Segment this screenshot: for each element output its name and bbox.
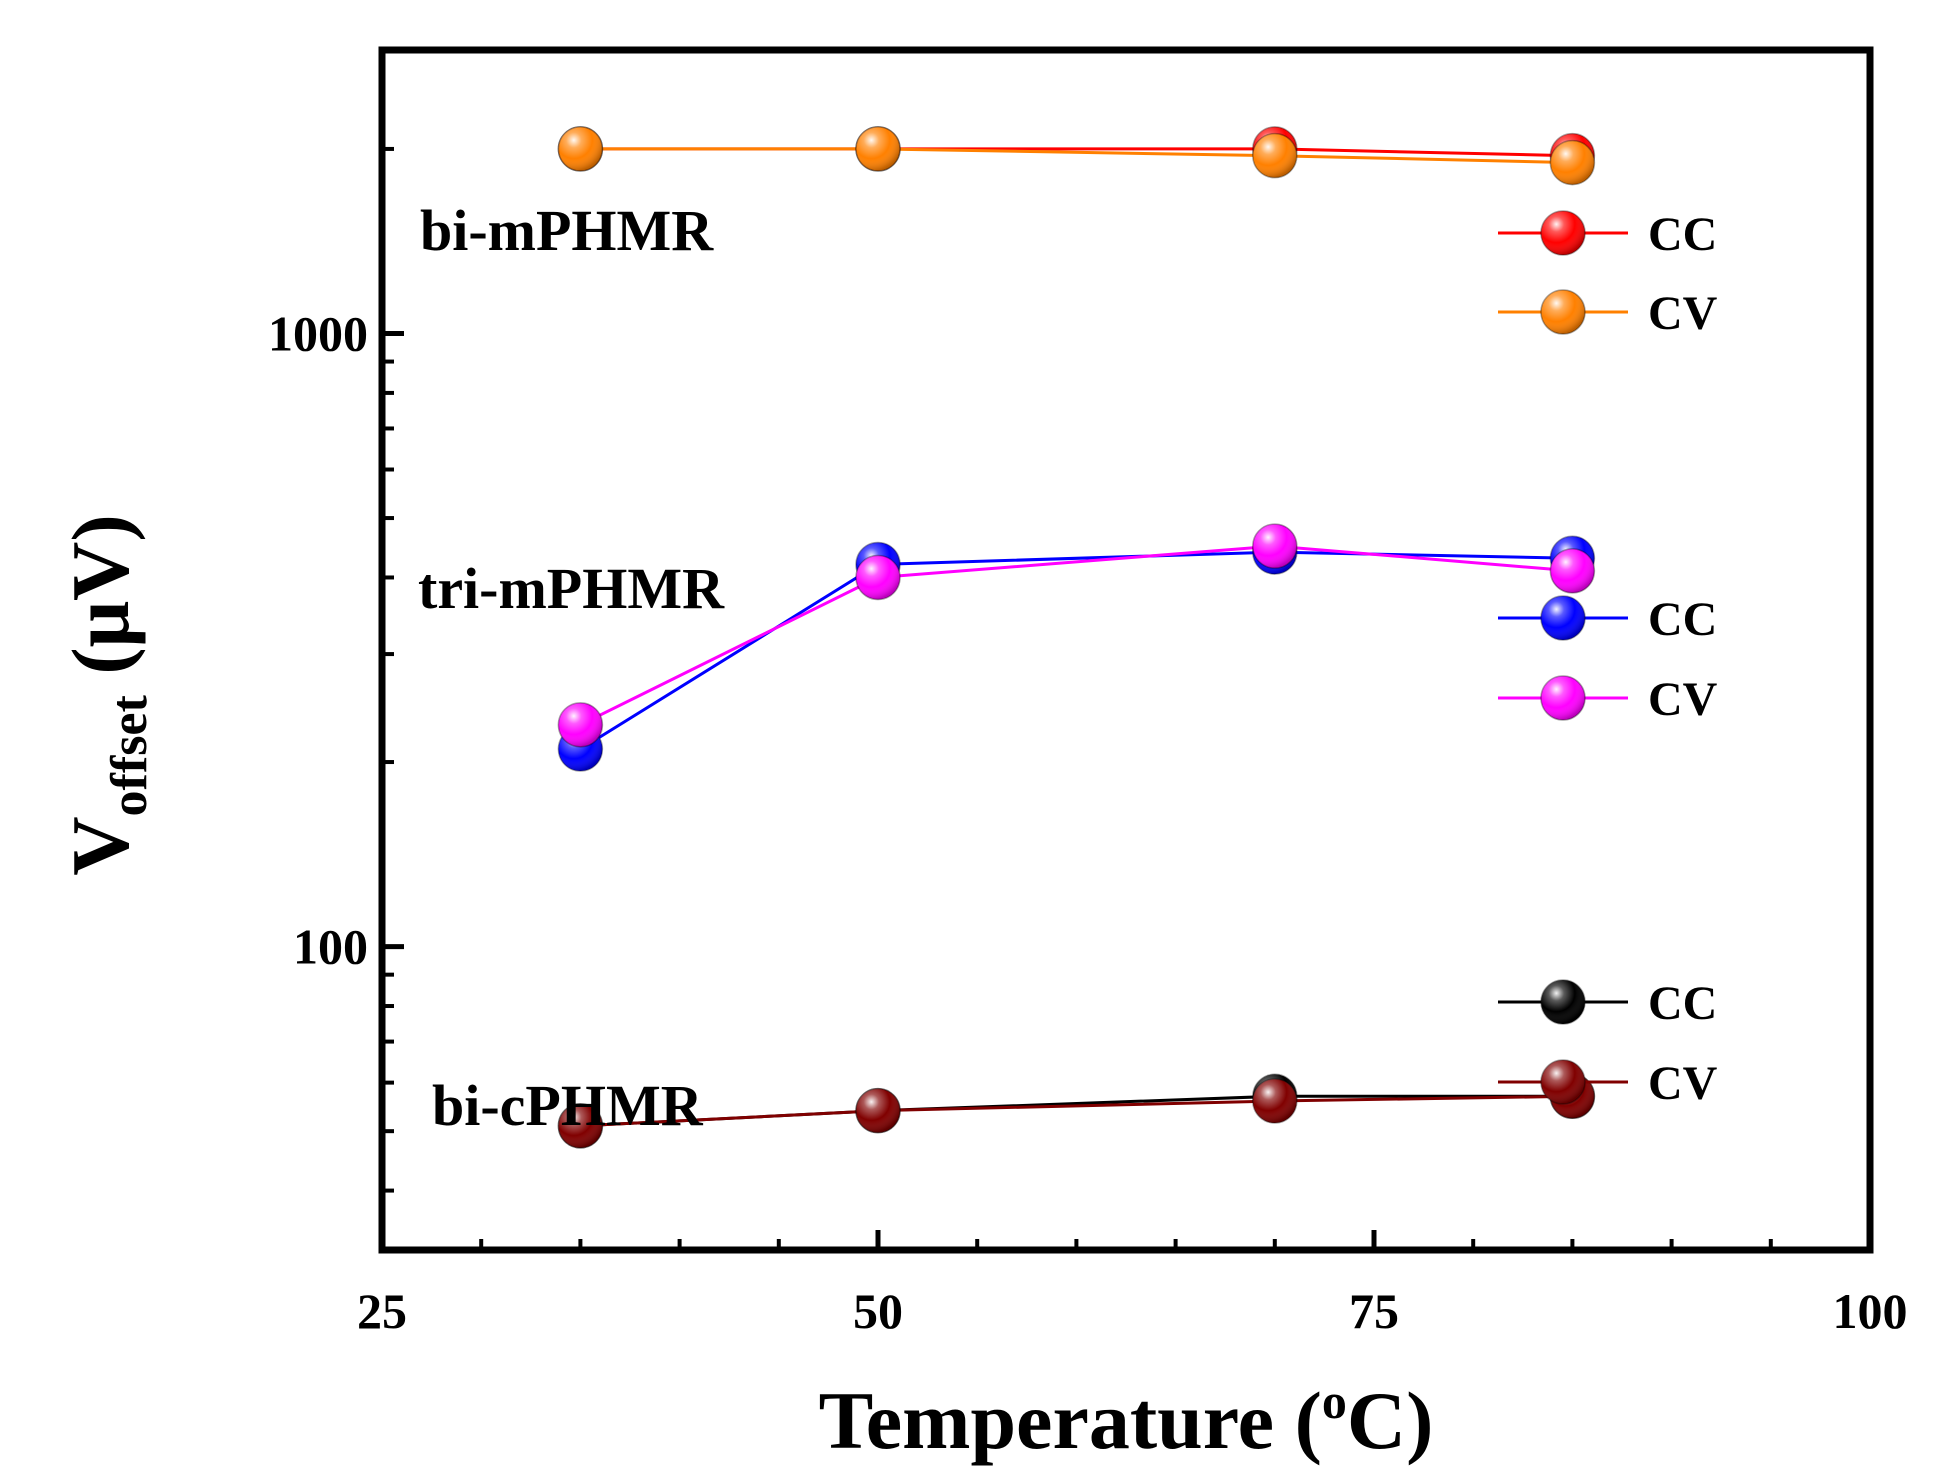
series-line-tri-mphmr-cv bbox=[579, 544, 1573, 727]
legend-entry-tri-mphmr-cc: CC bbox=[1498, 593, 1717, 646]
data-point-highlight bbox=[1252, 524, 1297, 569]
data-point-highlight bbox=[558, 126, 603, 171]
legend-entry-bi-cphmr-cc: CC bbox=[1498, 977, 1717, 1030]
plot-frame bbox=[378, 46, 1874, 1254]
data-point-highlight bbox=[856, 555, 900, 600]
legend-label: CC bbox=[1648, 593, 1717, 646]
x-tick-label: 75 bbox=[1349, 1283, 1399, 1339]
data-point-tri-mphmr-cv-0 bbox=[557, 702, 604, 748]
series-line-bi-cphmr-cc bbox=[580, 1094, 1573, 1128]
legend-entry-bi-cphmr-cv: CV bbox=[1498, 1057, 1718, 1110]
x-tick-label: 25 bbox=[357, 1283, 407, 1339]
legend-label: CV bbox=[1648, 673, 1718, 726]
legend-marker-highlight bbox=[1541, 676, 1585, 720]
data-point-highlight bbox=[1252, 133, 1297, 178]
data-point-bi-cphmr-cv-0 bbox=[557, 1103, 604, 1149]
legend-marker-highlight bbox=[1541, 211, 1585, 255]
x-axis-title: Temperature (oC) bbox=[819, 1373, 1434, 1466]
group-label-tri-mphmr: tri-mPHMR bbox=[418, 556, 725, 621]
legend-marker-highlight bbox=[1541, 596, 1585, 640]
group-label-bi-cphmr: bi-cPHMR bbox=[432, 1073, 704, 1138]
y-axis-title: Voffset (μV) bbox=[55, 514, 158, 875]
data-point-bi-cphmr-cv-2 bbox=[1252, 1078, 1298, 1124]
legend-entry-bi-mphmr-cc: CC bbox=[1498, 208, 1717, 261]
axes-layer: 25 50 75 100 100 1000 Temperature (oC) Voffset … bbox=[55, 46, 1908, 1466]
legend-layer: CC CV CC CV CC CV bbox=[1498, 208, 1718, 1110]
series-layer bbox=[557, 126, 1596, 1149]
series-line-bi-cphmr-cv bbox=[580, 1094, 1573, 1128]
series-line-tri-mphmr-cc bbox=[579, 550, 1573, 751]
x-tick-label: 100 bbox=[1833, 1283, 1908, 1339]
legend-label: CC bbox=[1648, 977, 1717, 1030]
data-point-highlight bbox=[856, 1088, 900, 1133]
group-label-bi-mphmr: bi-mPHMR bbox=[420, 198, 714, 263]
data-point-bi-cphmr-cv-1 bbox=[855, 1087, 901, 1134]
legend-marker-highlight bbox=[1541, 290, 1585, 334]
legend-marker-highlight bbox=[1541, 980, 1585, 1024]
data-point-highlight bbox=[558, 702, 603, 747]
x-tick-label: 50 bbox=[853, 1283, 903, 1339]
y-tick-label: 1000 bbox=[268, 305, 368, 361]
data-point-tri-mphmr-cv-3 bbox=[1549, 548, 1596, 594]
data-point-bi-mphmr-cv-3 bbox=[1549, 139, 1596, 186]
legend-label: CC bbox=[1648, 208, 1717, 261]
labels-layer: bi-mPHMR tri-mPHMR bi-cPHMR bbox=[418, 198, 725, 1138]
data-point-bi-mphmr-cv-1 bbox=[855, 126, 901, 172]
y-tick-label: 100 bbox=[293, 919, 368, 975]
data-point-highlight bbox=[1550, 140, 1595, 185]
legend-label: CV bbox=[1648, 287, 1718, 340]
data-point-tri-mphmr-cv-1 bbox=[855, 554, 901, 601]
legend-entry-bi-mphmr-cv: CV bbox=[1498, 287, 1718, 340]
data-point-tri-mphmr-cv-2 bbox=[1252, 523, 1298, 569]
data-point-highlight bbox=[1252, 1078, 1297, 1123]
legend-label: CV bbox=[1648, 1057, 1718, 1110]
data-point-bi-mphmr-cv-2 bbox=[1252, 132, 1298, 179]
data-point-highlight bbox=[856, 126, 900, 171]
legend-entry-tri-mphmr-cv: CV bbox=[1498, 673, 1718, 726]
data-point-bi-mphmr-cv-0 bbox=[557, 126, 604, 172]
data-point-highlight bbox=[558, 1103, 603, 1148]
legend-marker-highlight bbox=[1541, 1060, 1585, 1104]
data-point-highlight bbox=[1550, 548, 1595, 593]
series-line-bi-mphmr-cv bbox=[580, 147, 1573, 165]
